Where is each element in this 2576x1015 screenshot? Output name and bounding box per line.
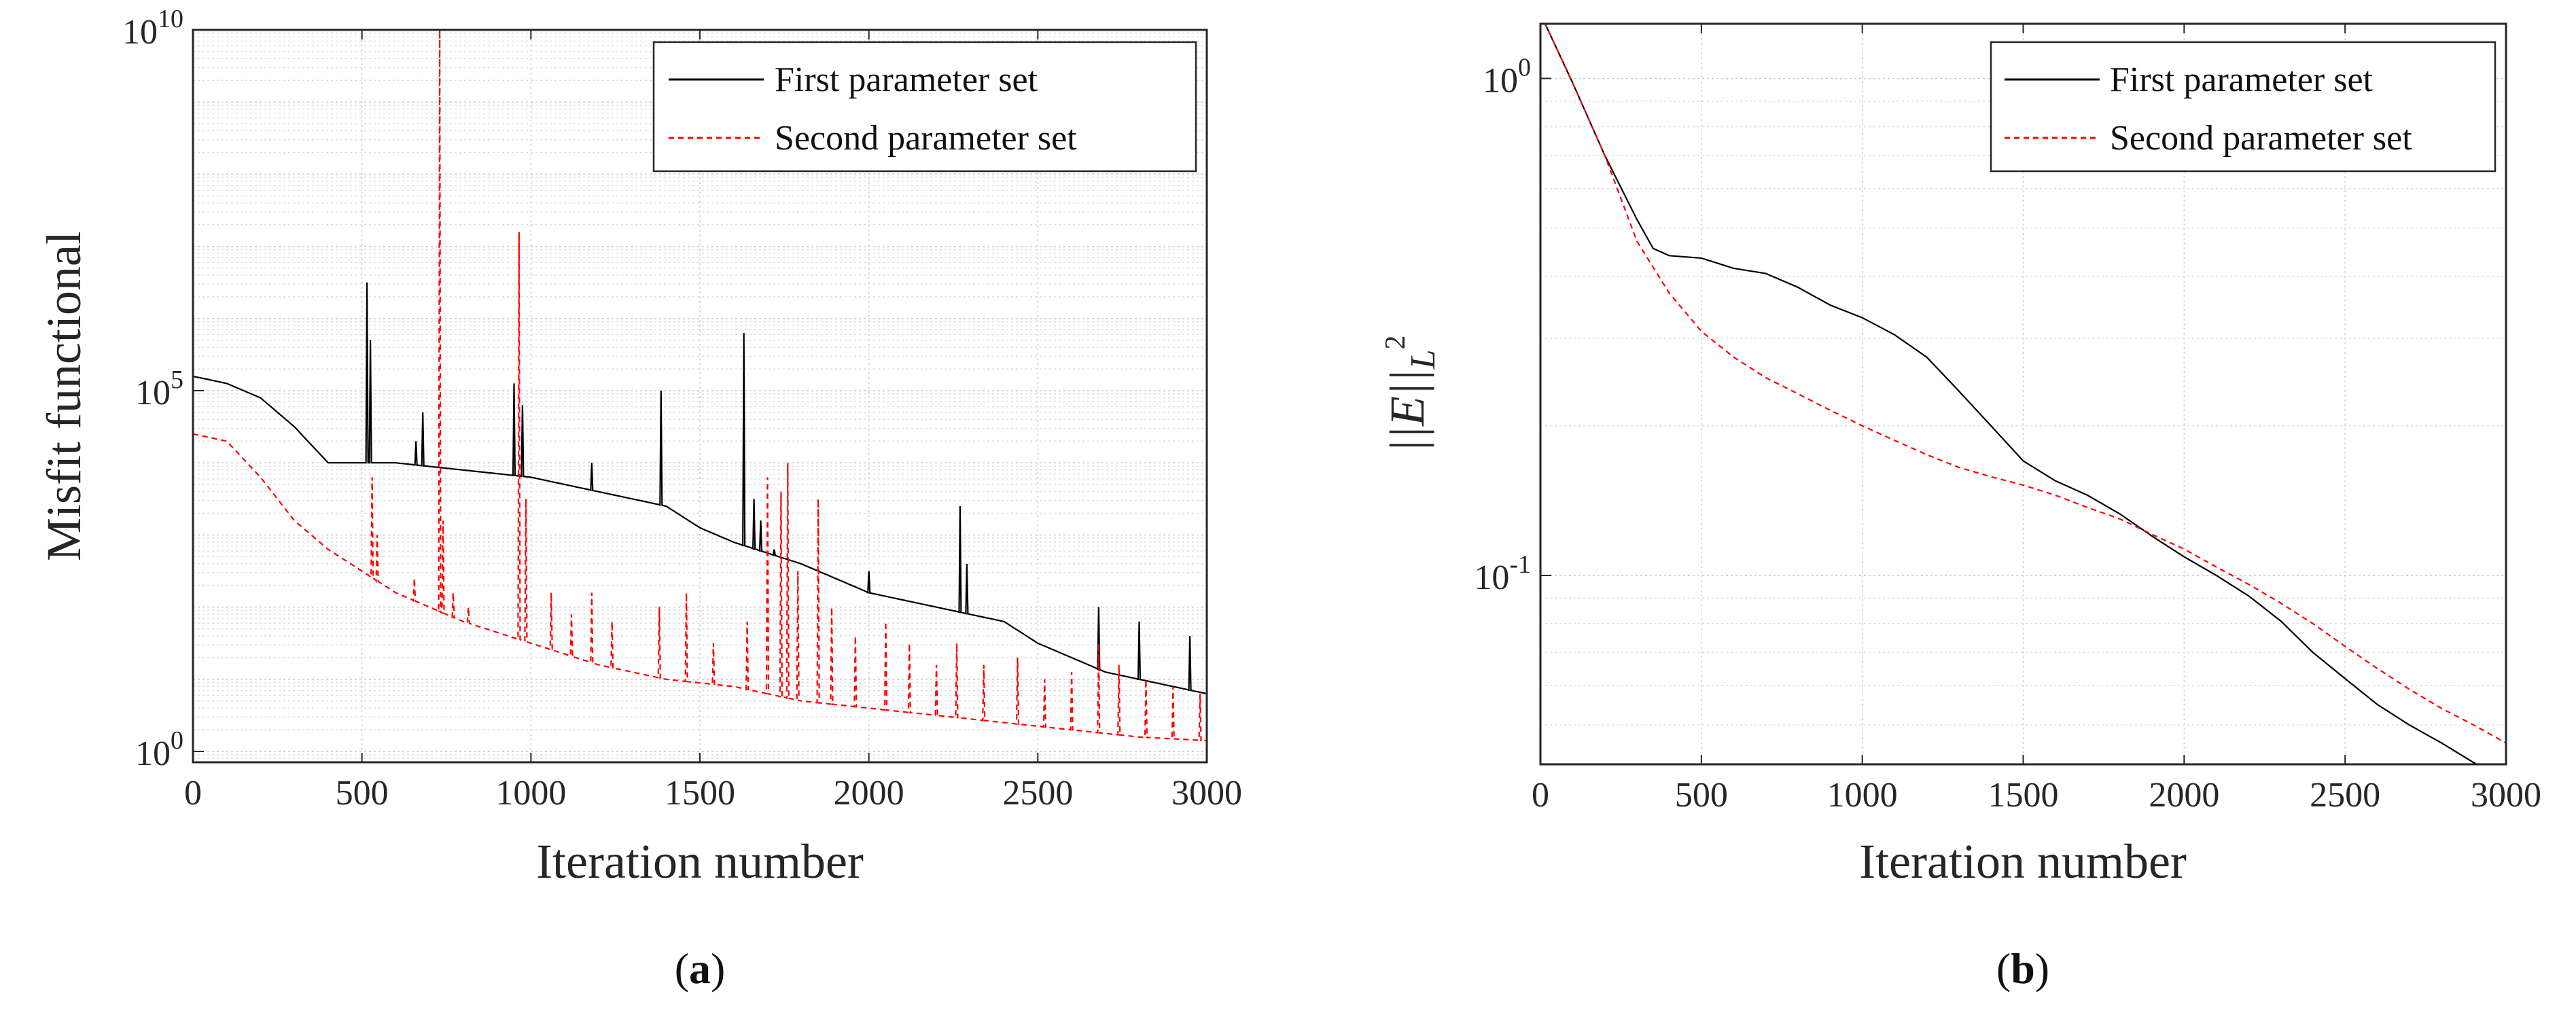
x-tick-label: 2000 [834,774,904,813]
series-line-second [193,30,1207,742]
chart-a-grid [193,30,1207,762]
y-tick-label: 105 [135,366,183,412]
x-tick-label: 3000 [1171,774,1242,813]
x-tick-label: 1000 [1827,776,1898,815]
chart-b-series [1544,24,2506,764]
chart-b-legend-label-first: First parameter set [2110,60,2374,99]
x-tick-label: 3000 [2471,776,2541,815]
panel-a-label: (a) [675,944,726,993]
x-tick-label: 1000 [495,774,566,813]
series-line-second [1544,24,2506,744]
chart-b-legend-box [1990,41,2496,173]
chart-a-ticks: 0 500 1000 1500 2000 2500 3000 100 105 1010 [122,5,1242,813]
chart-a-ylabel: Misfit functional [37,231,91,561]
chart-a-legend: First parameter set Second parameter set [652,41,1197,173]
chart-a-legend-label-second: Second parameter set [775,119,1077,158]
y-tick-label: 100 [135,726,183,773]
y-tick-label: 100 [1483,53,1531,100]
chart-a-series [193,30,1207,742]
series-line-first [193,282,1207,695]
panel-b-label: (b) [1996,944,2049,993]
x-tick-label: 1500 [1988,776,2059,815]
x-tick-label: 2000 [2149,776,2219,815]
x-tick-label: 0 [184,774,202,813]
chart-a-xlabel: Iteration number [536,834,864,889]
x-tick-label: 2500 [2310,776,2380,815]
chart-b-legend-label-second: Second parameter set [2110,119,2412,158]
y-tick-label: 1010 [122,5,183,52]
chart-b-grid [1540,24,2506,764]
chart-b-xlabel: Iteration number [1859,834,2187,889]
chart-b-ticks: 0 500 1000 1500 2000 2500 3000 10-1 100 [1474,24,2541,815]
y-tick-label: 10-1 [1474,550,1531,597]
chart-a: 0 500 1000 1500 2000 2500 3000 100 105 1010 Itera… [37,5,1242,993]
x-tick-label: 500 [336,774,389,813]
chart-b: 0 500 1000 1500 2000 2500 3000 10-1 100 Iteratio… [1380,22,2541,993]
chart-b-ylabel: ||E||L2 [1380,335,1443,452]
x-tick-label: 0 [1532,776,1549,815]
chart-b-legend: First parameter set Second parameter set [1990,41,2496,173]
series-line-first [1544,24,2479,764]
x-tick-label: 2500 [1002,774,1073,813]
chart-a-legend-label-first: First parameter set [775,60,1038,99]
x-tick-label: 1500 [665,774,735,813]
x-tick-label: 500 [1675,776,1728,815]
chart-a-legend-box [652,41,1197,173]
